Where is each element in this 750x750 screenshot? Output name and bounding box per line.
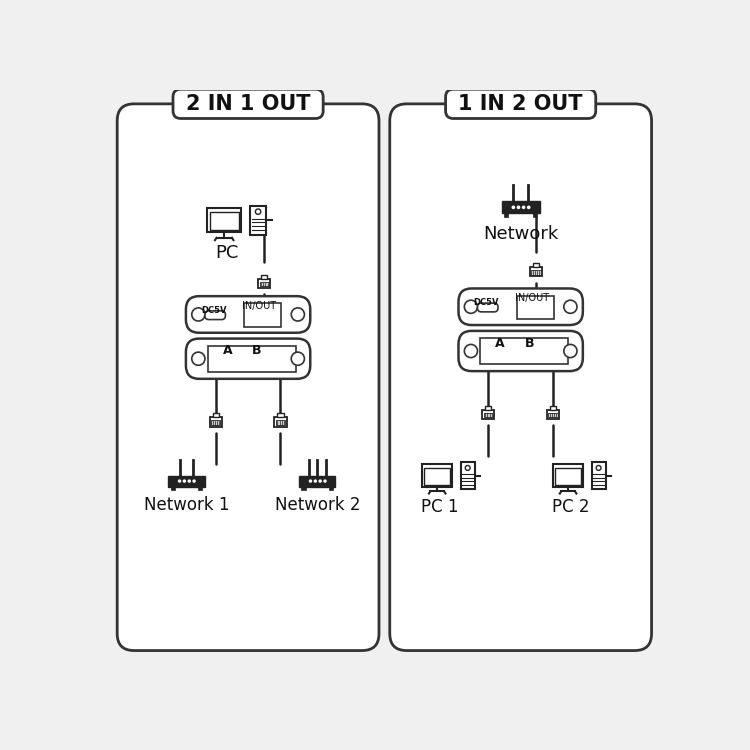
FancyBboxPatch shape: [478, 303, 498, 312]
Text: B: B: [525, 337, 534, 350]
Circle shape: [323, 479, 327, 483]
Bar: [278, 413, 284, 417]
Bar: [555, 468, 581, 484]
Bar: [424, 468, 450, 484]
Bar: [260, 282, 268, 286]
FancyBboxPatch shape: [390, 104, 652, 650]
Circle shape: [314, 479, 317, 483]
Bar: [209, 211, 238, 230]
Circle shape: [517, 206, 520, 209]
Bar: [485, 406, 491, 410]
FancyBboxPatch shape: [446, 89, 596, 118]
FancyBboxPatch shape: [458, 289, 583, 325]
Circle shape: [256, 209, 261, 214]
Circle shape: [183, 479, 186, 483]
FancyBboxPatch shape: [117, 104, 379, 650]
Circle shape: [192, 352, 205, 365]
Bar: [517, 296, 554, 320]
Bar: [482, 410, 494, 419]
Text: 1 IN 2 OUT: 1 IN 2 OUT: [458, 94, 583, 114]
Text: Network: Network: [483, 225, 558, 243]
Bar: [548, 413, 557, 417]
Text: IN/OUT: IN/OUT: [514, 292, 549, 303]
Bar: [276, 421, 285, 425]
Circle shape: [564, 344, 577, 358]
Circle shape: [319, 479, 322, 483]
Bar: [484, 413, 493, 417]
Bar: [169, 476, 205, 487]
Circle shape: [522, 206, 526, 209]
Bar: [170, 487, 175, 490]
Bar: [460, 462, 475, 489]
Text: 2 IN 1 OUT: 2 IN 1 OUT: [186, 94, 310, 114]
Circle shape: [188, 479, 191, 483]
Bar: [329, 487, 333, 490]
Text: A: A: [223, 344, 232, 358]
Circle shape: [193, 479, 196, 483]
Text: PC 1: PC 1: [421, 498, 458, 516]
Bar: [553, 464, 584, 487]
Text: IN/OUT: IN/OUT: [242, 301, 276, 310]
Bar: [209, 417, 222, 427]
FancyBboxPatch shape: [186, 338, 310, 379]
Circle shape: [192, 308, 205, 321]
Circle shape: [291, 308, 304, 321]
Bar: [211, 421, 220, 425]
Text: DC5V: DC5V: [473, 298, 499, 307]
Text: PC 2: PC 2: [552, 498, 590, 516]
Circle shape: [309, 479, 312, 483]
Circle shape: [596, 466, 601, 470]
Bar: [533, 263, 539, 267]
Circle shape: [465, 466, 470, 470]
Bar: [533, 213, 538, 217]
FancyBboxPatch shape: [173, 89, 323, 118]
Text: DC5V: DC5V: [201, 305, 226, 314]
Circle shape: [291, 352, 304, 365]
Bar: [251, 206, 266, 235]
Circle shape: [564, 300, 577, 313]
Bar: [208, 346, 296, 371]
Text: B: B: [252, 344, 262, 358]
Bar: [550, 406, 556, 410]
Bar: [532, 270, 541, 274]
Bar: [244, 304, 281, 327]
Bar: [207, 208, 242, 232]
FancyBboxPatch shape: [205, 310, 226, 320]
Circle shape: [464, 300, 478, 313]
Bar: [261, 274, 267, 279]
Bar: [502, 202, 540, 213]
Bar: [530, 267, 542, 276]
Bar: [198, 487, 202, 490]
Bar: [274, 417, 286, 427]
Bar: [504, 213, 509, 217]
Bar: [302, 487, 305, 490]
Bar: [547, 410, 560, 419]
Circle shape: [512, 206, 515, 209]
FancyBboxPatch shape: [186, 296, 310, 333]
Bar: [299, 476, 335, 487]
Bar: [592, 462, 605, 489]
Bar: [213, 413, 219, 417]
Text: A: A: [495, 337, 505, 350]
Circle shape: [527, 206, 530, 209]
Bar: [258, 279, 271, 288]
Bar: [422, 464, 452, 487]
Bar: [481, 338, 568, 364]
Circle shape: [178, 479, 182, 483]
Text: Network 1: Network 1: [144, 496, 230, 514]
Text: PC: PC: [215, 244, 239, 262]
Circle shape: [464, 344, 478, 358]
Text: Network 2: Network 2: [274, 496, 360, 514]
FancyBboxPatch shape: [458, 331, 583, 371]
